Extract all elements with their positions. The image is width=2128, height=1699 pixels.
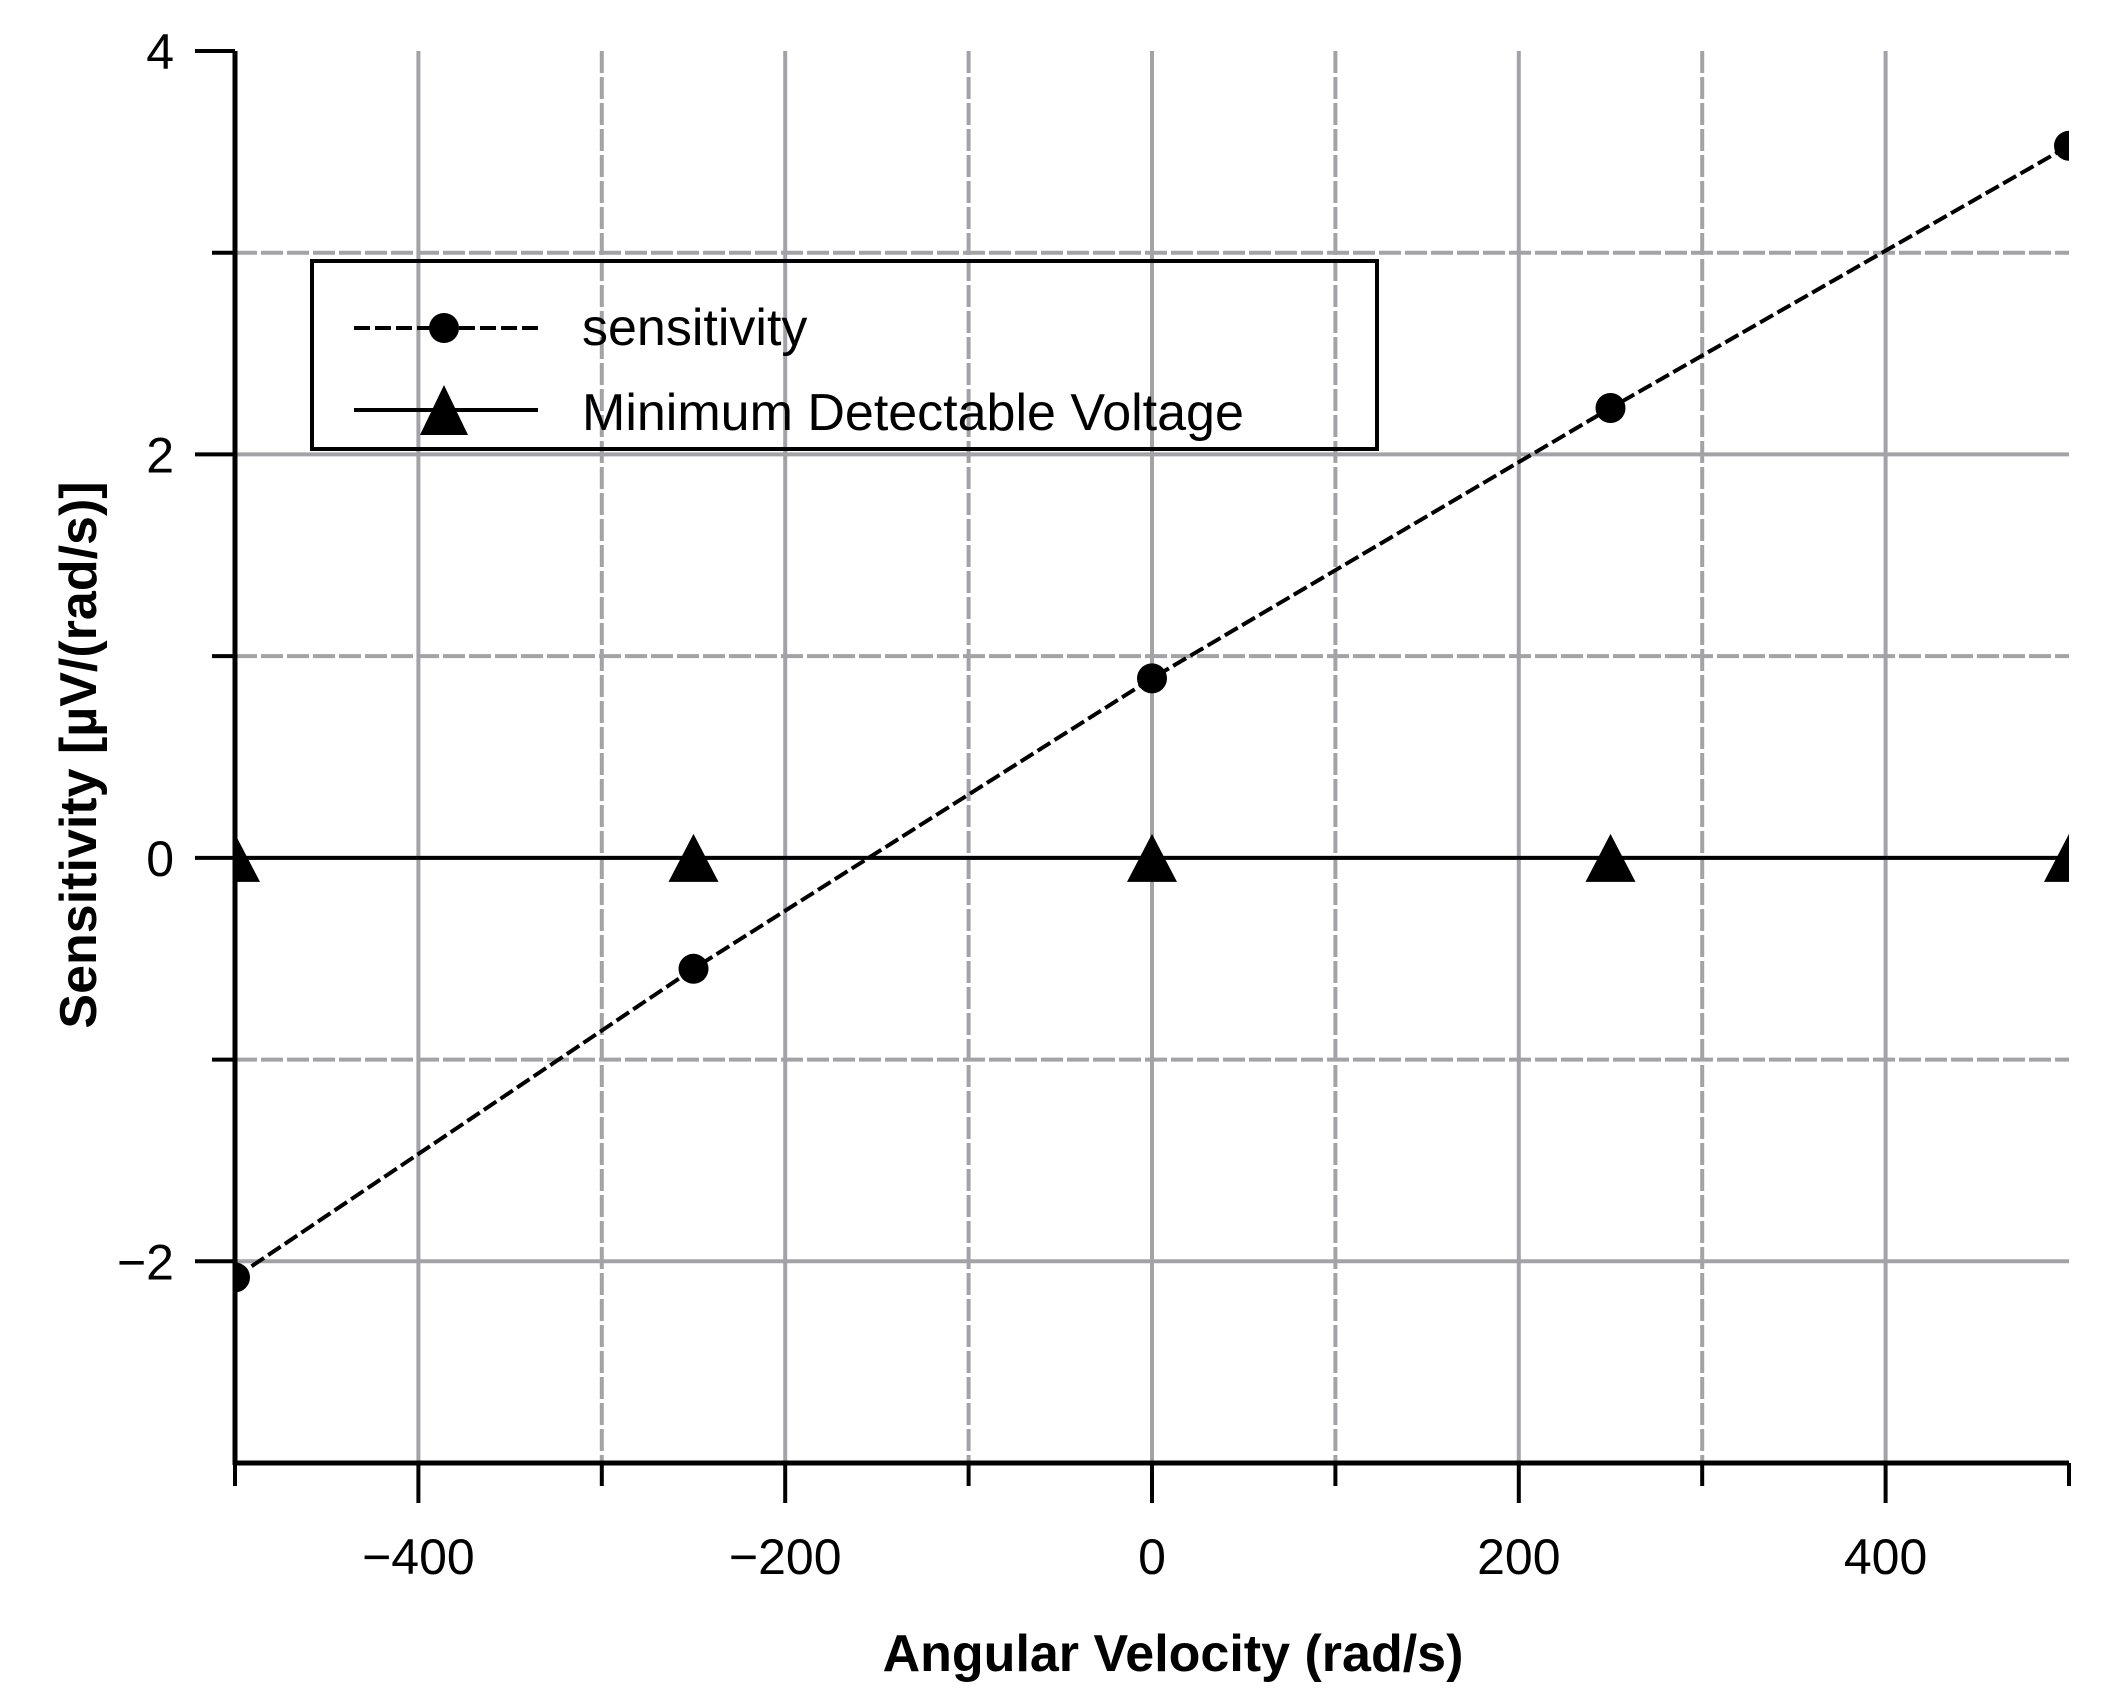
x-axis-title: Angular Velocity (rad/s) xyxy=(883,1625,1464,1683)
y-tick-label: −2 xyxy=(117,1234,174,1290)
triangle-marker-icon xyxy=(668,833,719,882)
legend-box xyxy=(310,259,1379,451)
x-tick-label: 200 xyxy=(1477,1529,1560,1585)
circle-marker-icon xyxy=(1595,393,1626,424)
circle-marker-icon xyxy=(2054,130,2069,161)
triangle-marker-icon xyxy=(235,833,260,882)
x-tick-label: −400 xyxy=(362,1529,475,1585)
x-tick-label: 0 xyxy=(1138,1529,1166,1585)
circle-marker-icon xyxy=(235,1262,250,1293)
legend-item-sensitivity: sensitivity xyxy=(354,299,807,357)
y-tick-label: 4 xyxy=(146,24,174,80)
legend: sensitivity Minimum Detectable Voltage xyxy=(310,259,1379,451)
triangle-marker-icon xyxy=(1585,833,1636,882)
triangle-marker-icon xyxy=(2044,833,2069,882)
legend-label-sensitivity: sensitivity xyxy=(582,299,807,357)
circle-marker-icon xyxy=(1137,663,1167,694)
y-tick-label: 0 xyxy=(146,831,174,887)
series-group xyxy=(235,130,2069,1293)
series-line-sensitivity xyxy=(235,144,2069,1280)
x-tick-label: 400 xyxy=(1844,1529,1927,1585)
legend-triangle-marker-icon xyxy=(420,385,468,435)
triangle-marker-icon xyxy=(1127,833,1177,882)
plot-series xyxy=(235,130,2069,1293)
legend-label-minimum-detectable-voltage: Minimum Detectable Voltage xyxy=(582,384,1244,442)
x-tick-label: −200 xyxy=(729,1529,842,1585)
circle-marker-icon xyxy=(678,953,709,984)
y-axis-title: Sensitivity [µV/(rad/s)] xyxy=(50,481,108,1028)
legend-item-minimum-detectable-voltage: Minimum Detectable Voltage xyxy=(354,384,1244,442)
y-tick-label: 2 xyxy=(146,427,174,483)
legend-circle-marker-icon xyxy=(429,313,459,343)
axes xyxy=(195,49,2071,1503)
tick-labels: −400 −200 0 200 400 4 2 0 −2 xyxy=(117,24,1927,1585)
